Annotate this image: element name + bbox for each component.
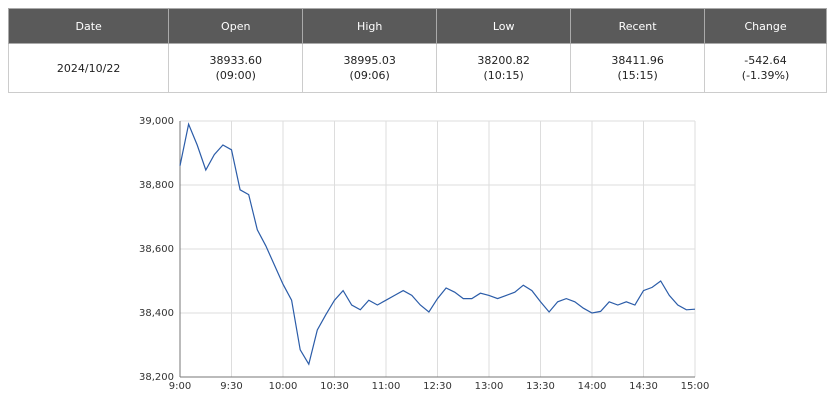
price-line: [179, 122, 696, 366]
header-cell: Date: [7, 8, 170, 44]
table-cell: -542.64 (-1.39%): [704, 43, 827, 93]
x-tick-label: 13:00: [475, 381, 504, 392]
x-tick-label: 15:00: [681, 381, 710, 392]
x-tick-label: 12:30: [423, 381, 452, 392]
cell-text: 38200.82: [477, 54, 530, 67]
table-cell: 38995.03 (09:06): [302, 43, 438, 93]
x-tick-label: 9:00: [169, 381, 191, 392]
cell-text: (10:15): [483, 69, 524, 82]
cell-text: (15:15): [617, 69, 658, 82]
y-tick-label: 38,200: [139, 372, 174, 383]
cell-text: 38411.96: [611, 54, 664, 67]
table-cell: 38200.82 (10:15): [436, 43, 572, 93]
y-tick-label: 38,800: [139, 180, 174, 191]
quote-table: Date Open High Low Recent Change 2024/10/22 389…: [7, 8, 827, 93]
cell-text: -542.64: [744, 54, 787, 67]
x-tick-label: 14:00: [578, 381, 607, 392]
cell-text: 2024/10/22: [56, 61, 121, 75]
cell-text: 38933.60: [209, 54, 262, 67]
cell-text: (-1.39%): [741, 69, 790, 82]
header-cell: Recent: [570, 8, 706, 44]
y-tick-label: 39,000: [139, 116, 174, 127]
x-tick-label: 9:30: [220, 381, 242, 392]
x-tick-label: 13:30: [526, 381, 555, 392]
table-cell: 38933.60 (09:00): [168, 43, 304, 93]
header-cell: Change: [704, 8, 827, 44]
table-cell: 38411.96 (15:15): [570, 43, 706, 93]
table-cell: 2024/10/22: [7, 43, 170, 93]
cell-text: 38995.03: [343, 54, 396, 67]
y-tick-label: 38,600: [139, 244, 174, 255]
cell-text: (09:00): [215, 69, 256, 82]
x-tick-label: 11:00: [372, 381, 401, 392]
x-tick-label: 10:00: [269, 381, 298, 392]
table-row: 2024/10/22 38933.60 (09:00) 38995.03 (09:06)…: [7, 43, 827, 93]
x-tick-label: 14:30: [629, 381, 658, 392]
y-tick-label: 38,400: [139, 308, 174, 319]
x-tick-label: 10:30: [320, 381, 349, 392]
cell-text: (09:06): [349, 69, 390, 82]
header-cell: Low: [436, 8, 572, 44]
